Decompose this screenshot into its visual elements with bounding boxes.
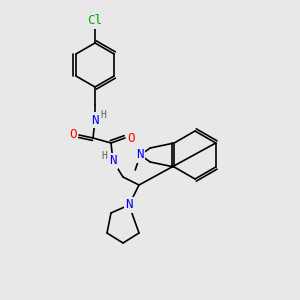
Text: N: N — [136, 148, 144, 161]
Text: O: O — [127, 131, 135, 145]
Text: N: N — [91, 113, 99, 127]
Text: O: O — [69, 128, 77, 142]
Text: H: H — [100, 110, 106, 120]
Text: Cl: Cl — [88, 14, 103, 28]
Text: N: N — [125, 199, 133, 212]
Text: H: H — [101, 151, 107, 161]
Text: N: N — [109, 154, 117, 167]
